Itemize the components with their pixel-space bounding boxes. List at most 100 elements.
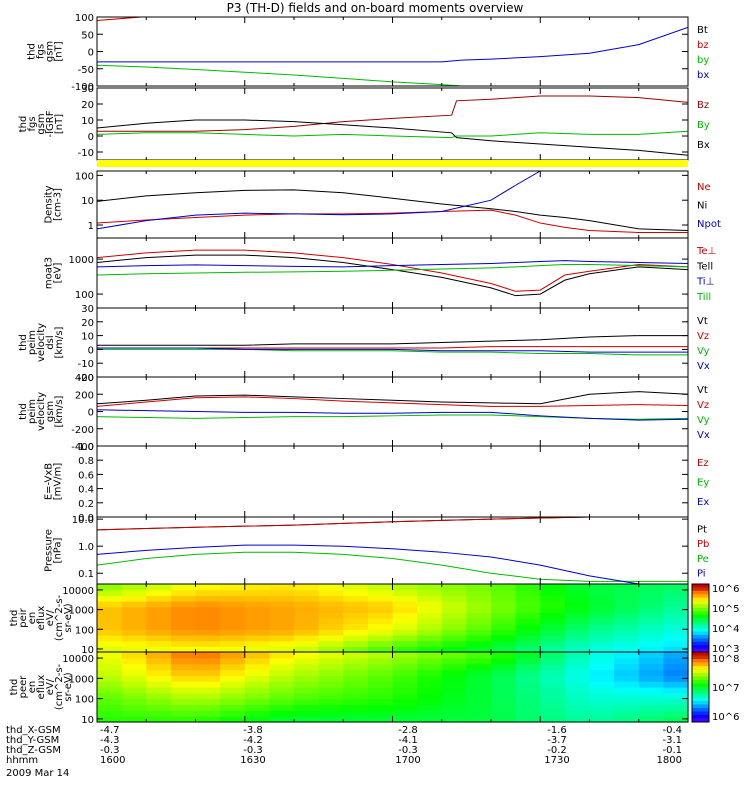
spectrogram-cell — [318, 710, 344, 717]
spectrogram-cell — [589, 692, 615, 700]
spectrogram-cell — [269, 657, 295, 665]
spectrogram-cell — [294, 663, 320, 671]
spectrogram-cell — [540, 652, 566, 659]
series-npot-line — [97, 171, 542, 230]
spectrogram-cell — [244, 716, 270, 723]
spectrogram-cell — [244, 681, 270, 688]
spectrogram-cell — [146, 652, 172, 659]
y-axis-label: thd — [9, 610, 20, 627]
colorbar-band — [692, 607, 709, 612]
colorbar-band — [692, 676, 709, 681]
spectrogram-cell — [466, 595, 492, 602]
series-ni-line — [97, 189, 688, 232]
spectrogram-cell — [367, 704, 394, 711]
spectrogram-cell — [343, 675, 369, 682]
spectrogram-cell — [491, 606, 517, 613]
spectrogram-cell — [515, 692, 541, 700]
spectrogram-cell — [491, 589, 517, 596]
spectrogram-cell — [269, 618, 295, 625]
spectrogram-cell — [244, 601, 270, 608]
colorbar-band — [692, 638, 709, 643]
colorbar-band — [692, 631, 709, 636]
spectrogram-cell — [318, 646, 344, 653]
spectrogram-cell — [318, 595, 344, 602]
spectrogram-cell — [170, 675, 197, 682]
spectrogram-cell — [170, 652, 197, 659]
spectrogram-cell — [392, 640, 418, 647]
spectrogram-cell — [491, 640, 517, 647]
panel-10 — [96, 651, 710, 723]
y-tick-label: 0 — [88, 345, 94, 356]
spectrogram-cell — [170, 623, 197, 630]
spectrogram-cell — [244, 589, 270, 596]
spectrogram-cell — [614, 584, 640, 591]
spectrogram-cell — [195, 584, 221, 591]
spectrogram-cell — [343, 704, 369, 711]
spectrogram-cell — [392, 635, 418, 642]
spectrogram-cell — [170, 635, 197, 642]
spectrogram-cell — [220, 675, 246, 682]
spectrogram-cell — [417, 646, 443, 653]
spectrogram-cell — [294, 584, 320, 591]
spectrogram-cell — [441, 716, 467, 723]
spectrogram-cell — [540, 663, 566, 671]
spectrogram-cell — [220, 601, 246, 608]
y-axis-label: en — [27, 681, 38, 694]
spectrogram-cell — [269, 669, 295, 676]
spectrogram-cell — [343, 652, 369, 659]
spectrogram-cell — [121, 652, 147, 659]
spectrogram-cell — [121, 698, 147, 706]
spectrogram-cell — [564, 704, 591, 711]
spectrogram-cell — [146, 692, 172, 700]
spectrogram-cell — [392, 704, 418, 711]
colorbar-tick-label: 10^3 — [712, 644, 739, 655]
footer-value: -2.8 — [398, 725, 418, 736]
legend-vx: Vx — [697, 430, 710, 441]
legend-pb: Pb — [697, 539, 709, 550]
spectrogram-cell — [269, 704, 295, 711]
legend-vz: Vz — [697, 400, 709, 411]
spectrogram-cell — [220, 704, 246, 711]
spectrogram-cell — [589, 716, 615, 723]
legend-npot: Npot — [697, 219, 721, 230]
colorbar-band — [692, 635, 709, 639]
spectrogram-cell — [638, 606, 664, 613]
spectrogram-cell — [244, 623, 270, 630]
footer-date: 2009 Mar 14 — [6, 768, 69, 779]
footer-value: 1800 — [657, 755, 682, 766]
spectrogram-cell — [515, 663, 541, 671]
footer-row-label: thd_Y-GSM — [6, 735, 59, 746]
colorbar-band — [692, 683, 709, 688]
spectrogram-cell — [466, 612, 492, 619]
footer-row-label: thd_X-GSM — [6, 725, 61, 736]
spectrogram-cell — [343, 629, 369, 636]
spectrogram-cell — [220, 669, 246, 676]
spectrogram-cell — [638, 595, 664, 602]
y-tick-label: 10 — [81, 715, 94, 726]
legend-vt: Vt — [697, 316, 708, 327]
spectrogram-cell — [367, 589, 394, 596]
y-tick-label: 100 — [75, 13, 94, 24]
colorbar-frame — [691, 651, 710, 723]
spectrogram-cell — [146, 618, 172, 625]
spectrogram-cell — [367, 716, 394, 723]
spectrogram-cell — [269, 687, 295, 694]
spectrogram-cell — [515, 704, 541, 711]
colorbar-band — [692, 648, 709, 653]
spectrogram-cell — [97, 710, 123, 717]
spectrogram-cell — [663, 681, 689, 688]
spectrogram-cell — [195, 716, 221, 723]
spectrogram-cell — [417, 623, 443, 630]
y-tick-label: 1.0 — [78, 542, 94, 553]
colorbar-band — [692, 680, 709, 684]
legend-ne: Ne — [697, 182, 711, 193]
spectrogram-cell — [663, 584, 689, 591]
spectrogram-cell — [170, 584, 197, 591]
y-tick-label: -400 — [71, 442, 94, 453]
spectrogram-cell — [417, 652, 443, 659]
spectrogram-cell — [269, 606, 295, 613]
spectrogram-cell — [343, 589, 369, 596]
spectrogram-cell — [294, 612, 320, 619]
spectrogram-cell — [343, 612, 369, 619]
spectrogram-cell — [392, 710, 418, 717]
